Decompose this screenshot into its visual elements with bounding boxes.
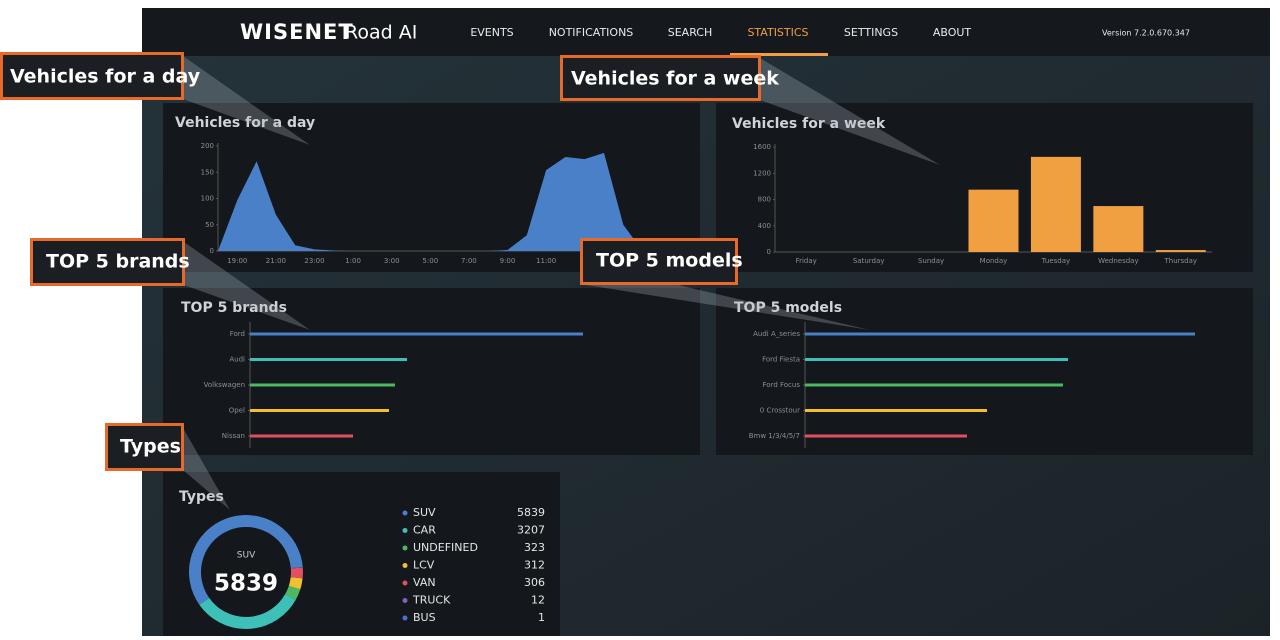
y-tick-label: 150 [201, 168, 214, 176]
bar [250, 384, 395, 387]
nav-item[interactable]: ABOUT [933, 26, 972, 39]
y-tick-label: 200 [201, 142, 214, 150]
logo: WISENET [240, 20, 354, 44]
x-tick-label: Tuesday [1041, 257, 1070, 265]
x-tick-label: 1:00 [345, 257, 361, 265]
nav-item[interactable]: SETTINGS [844, 26, 898, 39]
bar [250, 333, 583, 336]
legend-label: UNDEFINED [413, 541, 478, 554]
legend-value: 3207 [517, 524, 545, 537]
x-tick-label: 21:00 [266, 257, 286, 265]
callout-label: Vehicles for a week [571, 68, 779, 90]
callout-label: Types [120, 436, 181, 458]
y-tick-label: Ford [230, 330, 245, 338]
x-tick-label: Friday [796, 257, 817, 265]
y-tick-label: Nissan [222, 432, 245, 440]
legend-label: LCV [413, 559, 435, 572]
legend-value: 306 [524, 576, 545, 589]
y-tick-label: 1600 [753, 143, 771, 151]
y-tick-label: 400 [758, 222, 771, 230]
legend-label: TRUCK [412, 594, 451, 607]
version: Version 7.2.0.670.347 [1102, 29, 1190, 38]
bar [805, 435, 967, 438]
y-tick-label: 0 [767, 248, 771, 256]
legend-dot [403, 528, 408, 533]
y-tick-label: 50 [205, 221, 214, 229]
legend-label: SUV [413, 506, 436, 519]
y-tick-label: 0 [210, 247, 214, 255]
x-tick-label: 5:00 [422, 257, 438, 265]
bar [805, 409, 987, 412]
bar [250, 409, 389, 412]
bar [1031, 157, 1081, 252]
x-tick-label: Thursday [1164, 257, 1198, 265]
donut-segment [295, 578, 297, 588]
x-tick-label: 3:00 [384, 257, 400, 265]
legend-value: 323 [524, 541, 545, 554]
nav-item-active[interactable]: STATISTICS [747, 26, 808, 39]
y-tick-label: Ford Fiesta [762, 356, 800, 364]
donut-segment [290, 588, 294, 597]
nav-item[interactable]: EVENTS [470, 26, 513, 39]
bar [1156, 250, 1206, 252]
callout-label: TOP 5 brands [46, 251, 190, 273]
legend-label: CAR [413, 524, 436, 537]
y-tick-label: Ford Focus [763, 381, 801, 389]
callout-label: Vehicles for a day [10, 66, 201, 88]
legend-dot [403, 581, 408, 586]
y-tick-label: Audi [229, 356, 245, 364]
legend-label: VAN [413, 576, 436, 589]
legend-dot [403, 546, 408, 551]
y-tick-label: 0 Crosstour [760, 407, 800, 415]
y-tick-label: Bmw 1/3/4/5/7 [749, 432, 800, 440]
legend-value: 1 [538, 611, 545, 624]
donut-center-label: SUV [237, 551, 256, 561]
x-tick-label: Monday [980, 257, 1008, 265]
legend-label: BUS [413, 611, 436, 624]
x-tick-label: 11:00 [536, 257, 556, 265]
bar [805, 384, 1063, 387]
y-tick-label: Opel [229, 407, 245, 415]
nav-item[interactable]: NOTIFICATIONS [549, 26, 634, 39]
x-tick-label: 19:00 [227, 257, 247, 265]
bar [805, 333, 1195, 336]
donut-center-value: 5839 [214, 571, 278, 597]
legend-value: 312 [524, 559, 545, 572]
bar [1093, 206, 1143, 252]
x-tick-label: Sunday [918, 257, 944, 265]
y-tick-label: 1200 [753, 169, 771, 177]
x-tick-label: 23:00 [304, 257, 324, 265]
bar [969, 190, 1019, 252]
legend-dot [403, 563, 408, 568]
x-tick-label: Saturday [853, 257, 885, 265]
y-tick-label: Audi A_series [753, 330, 800, 338]
bar [805, 358, 1068, 361]
legend-dot [403, 616, 408, 621]
product-name: Road AI [345, 22, 417, 44]
legend-value: 5839 [517, 506, 545, 519]
nav-item[interactable]: SEARCH [668, 26, 713, 39]
x-tick-label: 9:00 [500, 257, 516, 265]
y-tick-label: 100 [201, 195, 214, 203]
bar [250, 435, 353, 438]
y-tick-label: Volkswagen [204, 381, 245, 389]
x-tick-label: Wednesday [1098, 257, 1139, 265]
legend-dot [403, 598, 408, 603]
y-tick-label: 800 [758, 196, 771, 204]
legend-value: 12 [531, 594, 545, 607]
legend-dot [403, 511, 408, 516]
x-tick-label: 7:00 [461, 257, 477, 265]
callout-label: TOP 5 models [596, 250, 743, 272]
bar [250, 358, 407, 361]
